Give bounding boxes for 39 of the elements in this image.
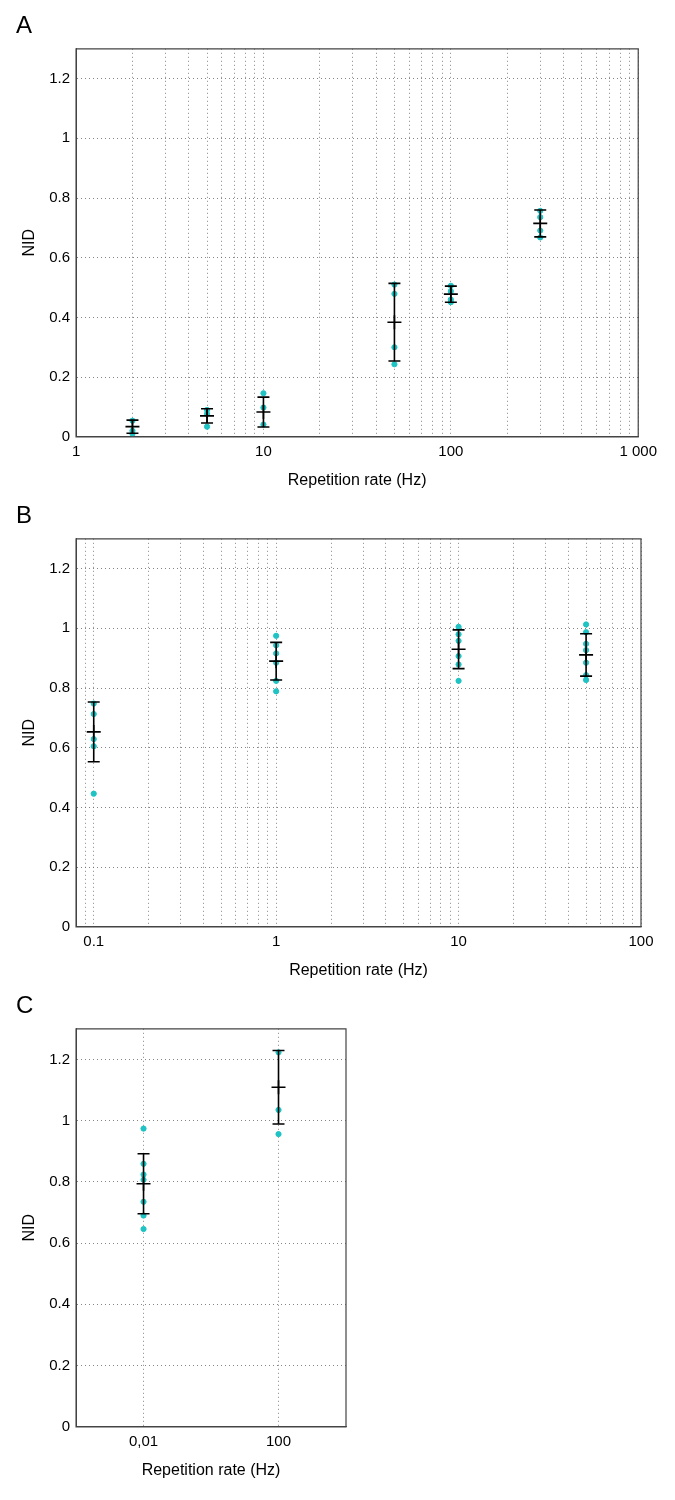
y-tick-label: 0.6 [49, 737, 71, 755]
y-tick-label: 1 [61, 1110, 71, 1128]
y-tick-label: 0.2 [49, 1355, 71, 1373]
y-tick-label: 1 [61, 128, 71, 146]
x-tick-label: 100 [628, 931, 654, 949]
y-tick-label: 0.2 [49, 857, 71, 875]
y-tick-label: 0.8 [49, 1172, 71, 1190]
x-tick-label: 0.1 [83, 931, 105, 949]
y-tick-label: 0.4 [49, 797, 71, 815]
y-tick-label: 0.8 [49, 678, 71, 696]
y-tick-label: 0 [61, 916, 71, 934]
y-tick-label: 0.2 [49, 367, 71, 385]
y-tick-label: 1.2 [49, 1049, 71, 1067]
x-axis-title: Repetition rate (Hz) [287, 470, 427, 488]
x-tick-label: 100 [266, 1431, 292, 1449]
chart-title: C [16, 991, 34, 1019]
y-tick-label: 0.4 [49, 1294, 71, 1312]
x-tick-label: 1 [271, 931, 281, 949]
x-tick-label: 1 000 [619, 441, 658, 459]
y-tick-label: 1.2 [49, 558, 71, 576]
y-tick-label: 0 [61, 426, 71, 444]
y-tick-label: 1 [61, 618, 71, 636]
y-tick-label: 0.4 [49, 307, 71, 325]
y-tick-label: 1.2 [49, 68, 71, 86]
x-tick-label: 100 [438, 441, 464, 459]
y-tick-label: 0.8 [49, 188, 71, 206]
y-axis-title: NID [20, 229, 38, 257]
y-tick-label: 0 [61, 1416, 71, 1434]
y-tick-label: 0.6 [49, 1233, 71, 1251]
x-tick-label: 10 [450, 931, 467, 949]
y-tick-label: 0.6 [49, 247, 71, 265]
x-axis-title: Repetition rate (Hz) [141, 1460, 281, 1478]
y-axis-title: NID [20, 719, 38, 747]
chart-title: B [16, 501, 33, 529]
x-axis-title: Repetition rate (Hz) [289, 960, 428, 978]
y-axis-title: NID [20, 1214, 38, 1242]
x-tick-label: 0,01 [128, 1431, 159, 1449]
x-tick-label: 10 [255, 441, 272, 459]
chart-title: A [16, 11, 33, 39]
